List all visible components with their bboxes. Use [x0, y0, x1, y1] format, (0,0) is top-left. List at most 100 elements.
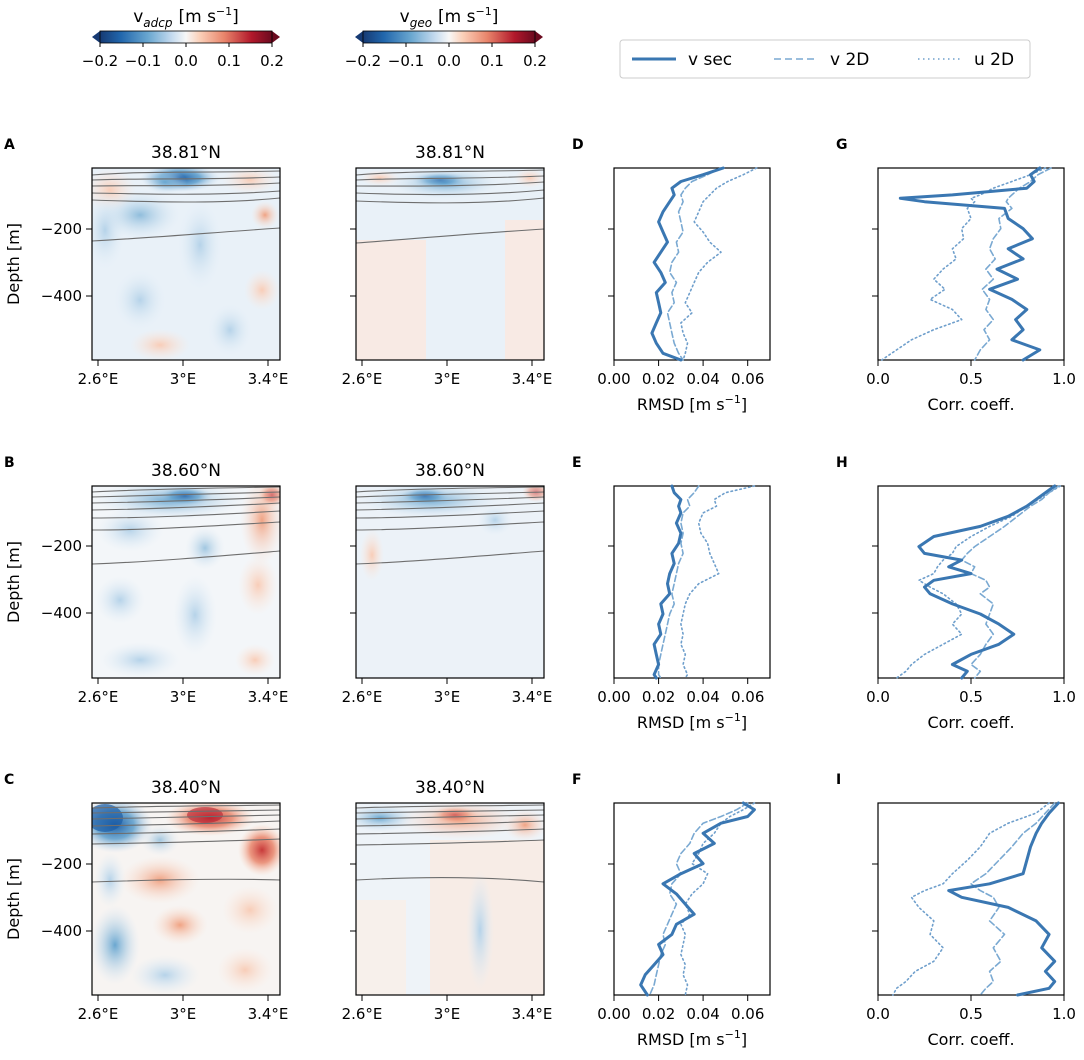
lon-tick: 3.4°E	[248, 688, 289, 706]
lon-tick: 2.6°E	[342, 688, 383, 706]
ylabel-c: Depth [m]	[4, 858, 23, 940]
colorbar-adcp-ticks: −0.2 −0.1 0.0 0.1 0.2	[82, 43, 284, 70]
rmsd-panel-b-frame	[613, 485, 771, 679]
lon-tick: 3°E	[170, 1005, 197, 1023]
contour-map-a-geo	[356, 168, 544, 360]
panel-letter-b: B	[4, 455, 15, 471]
corr-tick: 1.0	[1052, 1005, 1076, 1023]
rmsd-tick: 0.04	[686, 1005, 719, 1023]
colorbar-geo: vgeo [m s−1] −0.2 −0.1 0.0 0.1 0.2	[345, 5, 547, 70]
colorbar-geo-min-arrow	[355, 31, 363, 43]
rmsd-line-v-2d	[657, 485, 700, 679]
rmsd-lines-c	[639, 801, 756, 997]
xlabel-rmsd-b: RMSD [m s−1]	[637, 711, 747, 732]
corr-tick: 0.5	[959, 370, 983, 388]
colorbar-adcp-ramp	[100, 31, 272, 43]
xlabel-corr-c: Corr. coeff.	[927, 1030, 1014, 1049]
colorbar-adcp-tick: 0.0	[174, 52, 198, 70]
lon-ticks-a: 2.6°E 3°E 3.4°E 2.6°E 3°E 3.4°E	[78, 360, 553, 388]
colorbar-adcp-min-arrow	[92, 31, 100, 43]
panel-title-b-geo: 38.60°N	[415, 461, 485, 481]
corr-tick: 0.5	[959, 1005, 983, 1023]
colorbar-geo-max-arrow	[535, 31, 543, 43]
rmsd-line-v-2d	[648, 802, 749, 996]
ylabel-a: Depth [m]	[4, 223, 23, 305]
lon-tick: 2.6°E	[78, 370, 119, 388]
contour-map-b-geo	[356, 486, 544, 678]
rmsd-ticks-a: 0.00 0.02 0.04 0.06	[597, 228, 764, 388]
row-a: A 38.81°N 38.81°N	[4, 137, 1076, 414]
corr-tick: 0.0	[866, 1005, 890, 1023]
colorbar-adcp-tick: 0.1	[217, 52, 241, 70]
rmsd-panel-a-frame	[613, 167, 771, 361]
rmsd-tick: 0.00	[597, 370, 630, 388]
panel-letter-h: H	[836, 455, 848, 471]
rmsd-lines-b	[652, 484, 756, 680]
rmsd-line-u-2d	[680, 802, 756, 996]
depth-ticks-c: −200 −400	[41, 855, 356, 940]
corr-line-u-2d	[880, 167, 1047, 361]
lon-tick: 3°E	[170, 688, 197, 706]
rmsd-line-u-2d	[680, 485, 756, 679]
legend-box	[619, 39, 1031, 79]
xlabel-corr-b: Corr. coeff.	[927, 713, 1014, 732]
rmsd-panel-c-frame	[613, 802, 771, 996]
rmsd-tick: 0.00	[597, 1005, 630, 1023]
colorbar-adcp: vadcp [m s−1] −0.2 −0.1 0.0 0.1 0.2	[82, 5, 284, 70]
corr-tick: 0.0	[866, 688, 890, 706]
lon-tick: 3.4°E	[512, 370, 553, 388]
rmsd-tick: 0.02	[642, 1005, 675, 1023]
lon-tick: 3.4°E	[248, 370, 289, 388]
depth-tick: −200	[41, 220, 82, 238]
colorbar-geo-tick: −0.1	[388, 52, 424, 70]
legend-label-v-sec: v sec	[688, 50, 732, 70]
xlabel-rmsd-c: RMSD [m s−1]	[637, 1028, 747, 1049]
corr-tick: 0.5	[959, 688, 983, 706]
corr-lines-b	[895, 484, 1062, 680]
colorbar-geo-tick: 0.1	[480, 52, 504, 70]
lon-tick: 3°E	[434, 688, 461, 706]
panel-title-a-adcp: 38.81°N	[151, 143, 221, 163]
contour-map-c-geo	[356, 803, 544, 995]
rmsd-tick: 0.06	[731, 1005, 764, 1023]
rmsd-line-v-sec	[650, 166, 725, 362]
panel-letter-g: G	[836, 137, 848, 153]
colorbar-geo-tick: −0.2	[345, 52, 381, 70]
lon-ticks-c: 2.6°E 3°E 3.4°E 2.6°E 3°E 3.4°E	[78, 995, 552, 1023]
rmsd-line-v-2d	[666, 167, 722, 361]
colorbar-geo-label: vgeo [m s−1]	[400, 5, 499, 30]
corr-ticks-a: 0.0 0.5 1.0	[866, 228, 1076, 388]
lon-tick: 2.6°E	[342, 1005, 383, 1023]
colorbar-adcp-tick: 0.2	[260, 52, 284, 70]
corr-ticks-c: 0.0 0.5 1.0	[866, 863, 1076, 1023]
rmsd-tick: 0.06	[731, 370, 764, 388]
corr-lines-c	[892, 801, 1060, 997]
colorbar-geo-tick: 0.2	[523, 52, 547, 70]
corr-line-v-2d	[960, 485, 1060, 679]
legend-label-u-2d: u 2D	[974, 50, 1014, 70]
depth-tick: −200	[41, 855, 82, 873]
colorbar-adcp-tick: −0.1	[125, 52, 161, 70]
panel-title-c-adcp: 38.40°N	[151, 778, 221, 798]
corr-tick: 1.0	[1052, 370, 1076, 388]
corr-line-v-sec	[917, 484, 1057, 680]
rmsd-tick: 0.06	[731, 688, 764, 706]
panel-title-a-geo: 38.81°N	[415, 143, 485, 163]
rmsd-lines-a	[650, 166, 758, 362]
depth-tick: −400	[41, 604, 82, 622]
rmsd-line-v-sec	[639, 801, 756, 997]
contour-map-a-adcp	[92, 168, 280, 360]
colorbar-adcp-max-arrow	[272, 31, 280, 43]
depth-tick: −400	[41, 287, 82, 305]
legend: v sec v 2D u 2D	[619, 39, 1031, 79]
panel-title-c-geo: 38.40°N	[415, 778, 485, 798]
depth-tick: −400	[41, 922, 82, 940]
row-c: C 38.40°N 38.40°N	[4, 772, 1076, 1049]
lon-tick: 2.6°E	[78, 688, 119, 706]
colorbar-geo-ticks: −0.2 −0.1 0.0 0.1 0.2	[345, 43, 547, 70]
corr-line-v-2d	[970, 802, 1056, 996]
rmsd-line-v-sec	[652, 484, 683, 680]
depth-ticks-b: −200 −400	[41, 537, 356, 622]
lon-tick: 2.6°E	[78, 1005, 119, 1023]
